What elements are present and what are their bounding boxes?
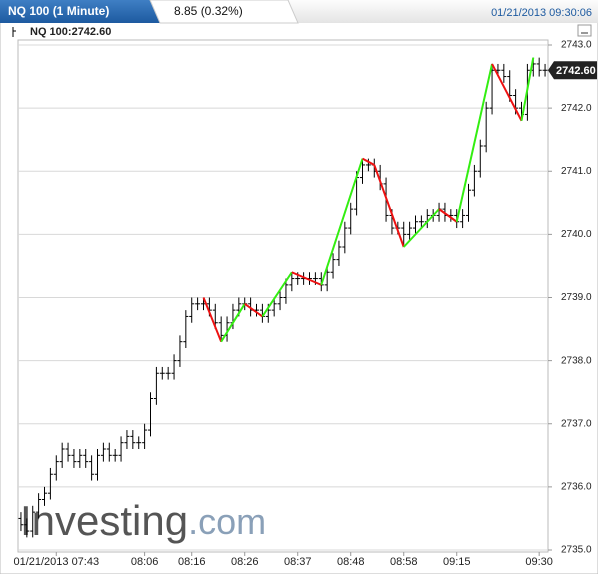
minimize-button[interactable]	[577, 24, 592, 37]
last-price-label: 2742.60	[556, 65, 596, 77]
x-tick-label: 09:15	[443, 556, 471, 568]
zigzag-segment	[244, 302, 263, 318]
zigzag-segment	[402, 208, 440, 248]
y-tick-label: 2737.0	[561, 418, 592, 429]
zigzag-segment	[291, 271, 322, 286]
change-tab	[149, 0, 299, 24]
zigzag-segment	[373, 164, 405, 248]
header-timestamp: 01/21/2013 09:30:06	[491, 7, 592, 19]
zigzag-segment	[438, 208, 458, 223]
x-tick-label: 08:58	[390, 556, 418, 568]
x-tick-label: 08:16	[178, 556, 206, 568]
y-tick-label: 2742.0	[561, 103, 592, 114]
zigzag-segment	[491, 63, 523, 122]
x-tick-label: 08:37	[284, 556, 312, 568]
header-tab	[0, 0, 160, 23]
zigzag-segment	[320, 158, 364, 286]
x-tick-label: 09:30	[525, 556, 553, 568]
x-tick-label: 08:06	[131, 556, 159, 568]
watermark-suffix: .com	[188, 501, 266, 542]
y-tick-label: 2738.0	[561, 355, 592, 366]
x-tick-label: 08:48	[337, 556, 365, 568]
legend-icon	[12, 27, 16, 37]
y-tick-label: 2741.0	[561, 166, 592, 177]
header-title: NQ 100 (1 Minute)	[8, 4, 109, 18]
y-tick-label: 2736.0	[561, 482, 592, 493]
header-change: 8.85 (0.32%)	[174, 4, 243, 18]
y-tick-label: 2739.0	[561, 292, 592, 303]
x-tick-label: 01/21/2013 07:43	[13, 556, 99, 568]
watermark: Investing.com	[20, 497, 266, 544]
legend: NQ 100:2742.60	[30, 26, 111, 38]
plot-area	[17, 39, 549, 553]
zigzag-segment	[362, 157, 375, 166]
zigzag-segment	[455, 63, 494, 222]
y-tick-label: 2743.0	[561, 40, 592, 51]
last-price-box	[548, 61, 597, 80]
watermark-main: Investing	[20, 497, 188, 544]
zigzag-segment	[520, 57, 535, 121]
x-tick-label: 08:26	[231, 556, 259, 568]
zigzag-segment	[261, 271, 293, 317]
y-tick-label: 2735.0	[561, 545, 592, 556]
y-tick-label: 2740.0	[561, 229, 592, 240]
zigzag-segment	[202, 297, 223, 343]
zigzag-segment	[220, 303, 246, 343]
